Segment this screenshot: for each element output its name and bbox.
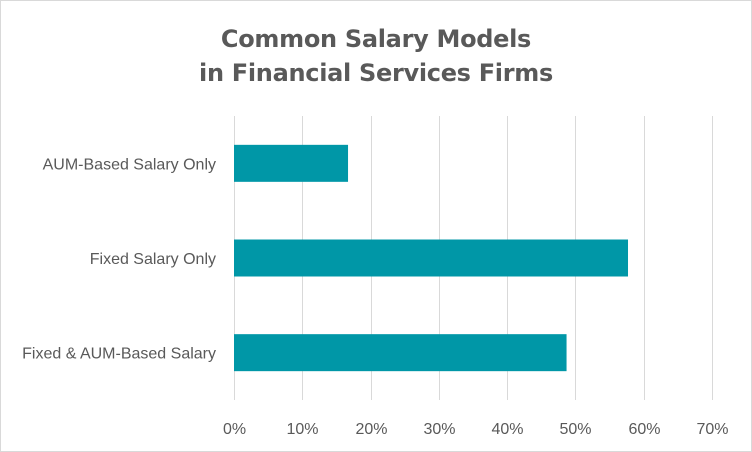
x-tick-label-6: 60% <box>628 421 660 438</box>
chart-title-line-1: Common Salary Models <box>220 25 532 53</box>
x-tick-label-4: 40% <box>491 421 523 438</box>
x-tick-label-1: 10% <box>286 421 318 438</box>
chart-title: Common Salary Models in Financial Servic… <box>0 22 752 90</box>
bar-2 <box>234 334 567 372</box>
x-tick-label-5: 50% <box>559 421 591 438</box>
category-label-0: AUM-Based Salary Only <box>43 156 216 173</box>
category-label-2: Fixed & AUM-Based Salary <box>22 346 216 363</box>
x-tick-label-0: 0% <box>223 421 246 438</box>
bar-0 <box>234 144 349 182</box>
x-tick-label-7: 70% <box>696 421 728 438</box>
x-tick-label-3: 30% <box>423 421 455 438</box>
bar-1 <box>234 239 629 277</box>
chart-title-line-2: in Financial Services Firms <box>199 59 553 87</box>
category-label-1: Fixed Salary Only <box>90 251 216 268</box>
x-tick-label-2: 20% <box>355 421 387 438</box>
